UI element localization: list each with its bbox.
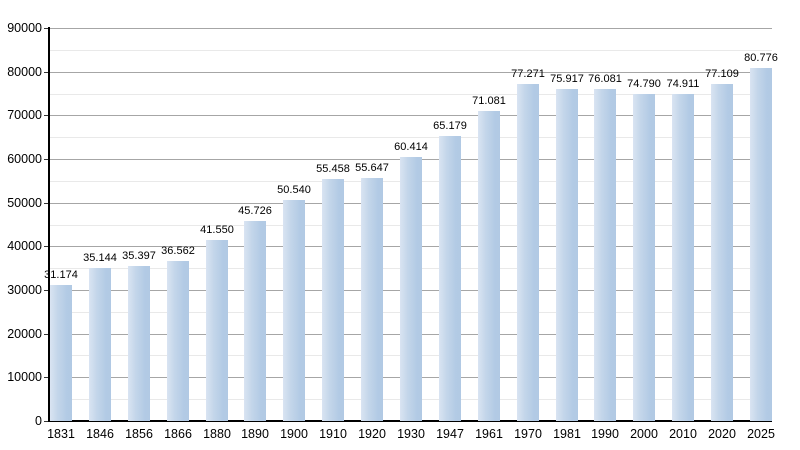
y-tick-label: 90000 — [7, 21, 42, 35]
value-label-1856: 35.397 — [122, 250, 156, 262]
y-tick-label: 60000 — [7, 152, 42, 166]
value-label-1890: 45.726 — [238, 205, 272, 217]
y-tick-mark — [44, 421, 49, 422]
value-label-2025: 80.776 — [744, 52, 778, 64]
value-label-1970: 77.271 — [511, 68, 545, 80]
y-tick-mark — [44, 290, 49, 291]
minor-gridline — [50, 94, 772, 95]
x-axis-line — [48, 420, 772, 422]
value-label-1920: 55.647 — [355, 162, 389, 174]
bar-1930 — [400, 157, 422, 421]
bar-2020 — [711, 84, 733, 421]
bar-1890 — [244, 221, 266, 421]
bar-2025 — [750, 68, 772, 421]
x-tick-label-1981: 1981 — [553, 427, 581, 441]
bar-1846 — [89, 268, 111, 421]
minor-gridline — [50, 50, 772, 51]
bar-1856 — [128, 266, 150, 421]
x-tick-label-1910: 1910 — [319, 427, 347, 441]
bar-2000 — [633, 94, 655, 421]
bar-1981 — [556, 89, 578, 421]
y-tick-mark — [44, 159, 49, 160]
value-label-1961: 71.081 — [472, 95, 506, 107]
bar-2010 — [672, 94, 694, 421]
value-label-2000: 74.790 — [627, 78, 661, 90]
value-label-1910: 55.458 — [316, 163, 350, 175]
x-tick-label-1990: 1990 — [591, 427, 619, 441]
major-gridline — [50, 72, 772, 73]
x-tick-label-1831: 1831 — [47, 427, 75, 441]
major-gridline — [50, 28, 772, 29]
bar-1970 — [517, 84, 539, 421]
x-tick-label-1920: 1920 — [358, 427, 386, 441]
value-label-1930: 60.414 — [394, 141, 428, 153]
value-label-1831: 31.174 — [44, 269, 78, 281]
x-tick-label-1880: 1880 — [203, 427, 231, 441]
value-label-1990: 76.081 — [588, 73, 622, 85]
bar-1900 — [283, 200, 305, 421]
bar-1866 — [167, 261, 189, 421]
y-tick-label: 30000 — [7, 283, 42, 297]
y-tick-mark — [44, 246, 49, 247]
x-tick-label-1970: 1970 — [514, 427, 542, 441]
value-label-1900: 50.540 — [277, 184, 311, 196]
x-tick-label-1930: 1930 — [397, 427, 425, 441]
value-label-1947: 65.179 — [433, 120, 467, 132]
x-tick-label-2020: 2020 — [708, 427, 736, 441]
x-tick-label-2000: 2000 — [630, 427, 658, 441]
value-label-1981: 75.917 — [550, 73, 584, 85]
x-tick-label-1866: 1866 — [164, 427, 192, 441]
x-tick-label-1856: 1856 — [125, 427, 153, 441]
x-tick-label-1947: 1947 — [436, 427, 464, 441]
minor-gridline — [50, 137, 772, 138]
y-tick-label: 50000 — [7, 196, 42, 210]
value-label-1846: 35.144 — [83, 252, 117, 264]
bar-1961 — [478, 111, 500, 421]
y-tick-mark — [44, 28, 49, 29]
x-tick-label-1961: 1961 — [475, 427, 503, 441]
bar-1990 — [594, 89, 616, 421]
x-tick-label-2010: 2010 — [669, 427, 697, 441]
value-label-1866: 36.562 — [161, 245, 195, 257]
major-gridline — [50, 115, 772, 116]
y-tick-label: 20000 — [7, 327, 42, 341]
y-tick-mark — [44, 72, 49, 73]
y-tick-label: 80000 — [7, 65, 42, 79]
value-label-2010: 74.911 — [666, 78, 700, 90]
y-tick-label: 0 — [35, 414, 42, 428]
value-label-2020: 77.109 — [705, 68, 739, 80]
bar-1910 — [322, 179, 344, 421]
y-tick-mark — [44, 203, 49, 204]
y-tick-label: 40000 — [7, 239, 42, 253]
value-label-1880: 41.550 — [200, 224, 234, 236]
x-tick-label-1890: 1890 — [241, 427, 269, 441]
plot-area: 31.174 35.144 35.397 36.562 41.550 45.726 50.5… — [44, 28, 778, 421]
y-axis-line — [48, 27, 50, 422]
y-tick-mark — [44, 377, 49, 378]
x-tick-label-1846: 1846 — [86, 427, 114, 441]
x-tick-label-1900: 1900 — [280, 427, 308, 441]
bar-1920 — [361, 178, 383, 421]
bar-1947 — [439, 136, 461, 421]
y-tick-mark — [44, 334, 49, 335]
y-tick-mark — [44, 115, 49, 116]
bar-1831 — [50, 285, 72, 421]
bar-1880 — [206, 240, 228, 421]
x-tick-label-2025: 2025 — [747, 427, 775, 441]
y-tick-label: 70000 — [7, 108, 42, 122]
y-tick-label: 10000 — [7, 370, 42, 384]
